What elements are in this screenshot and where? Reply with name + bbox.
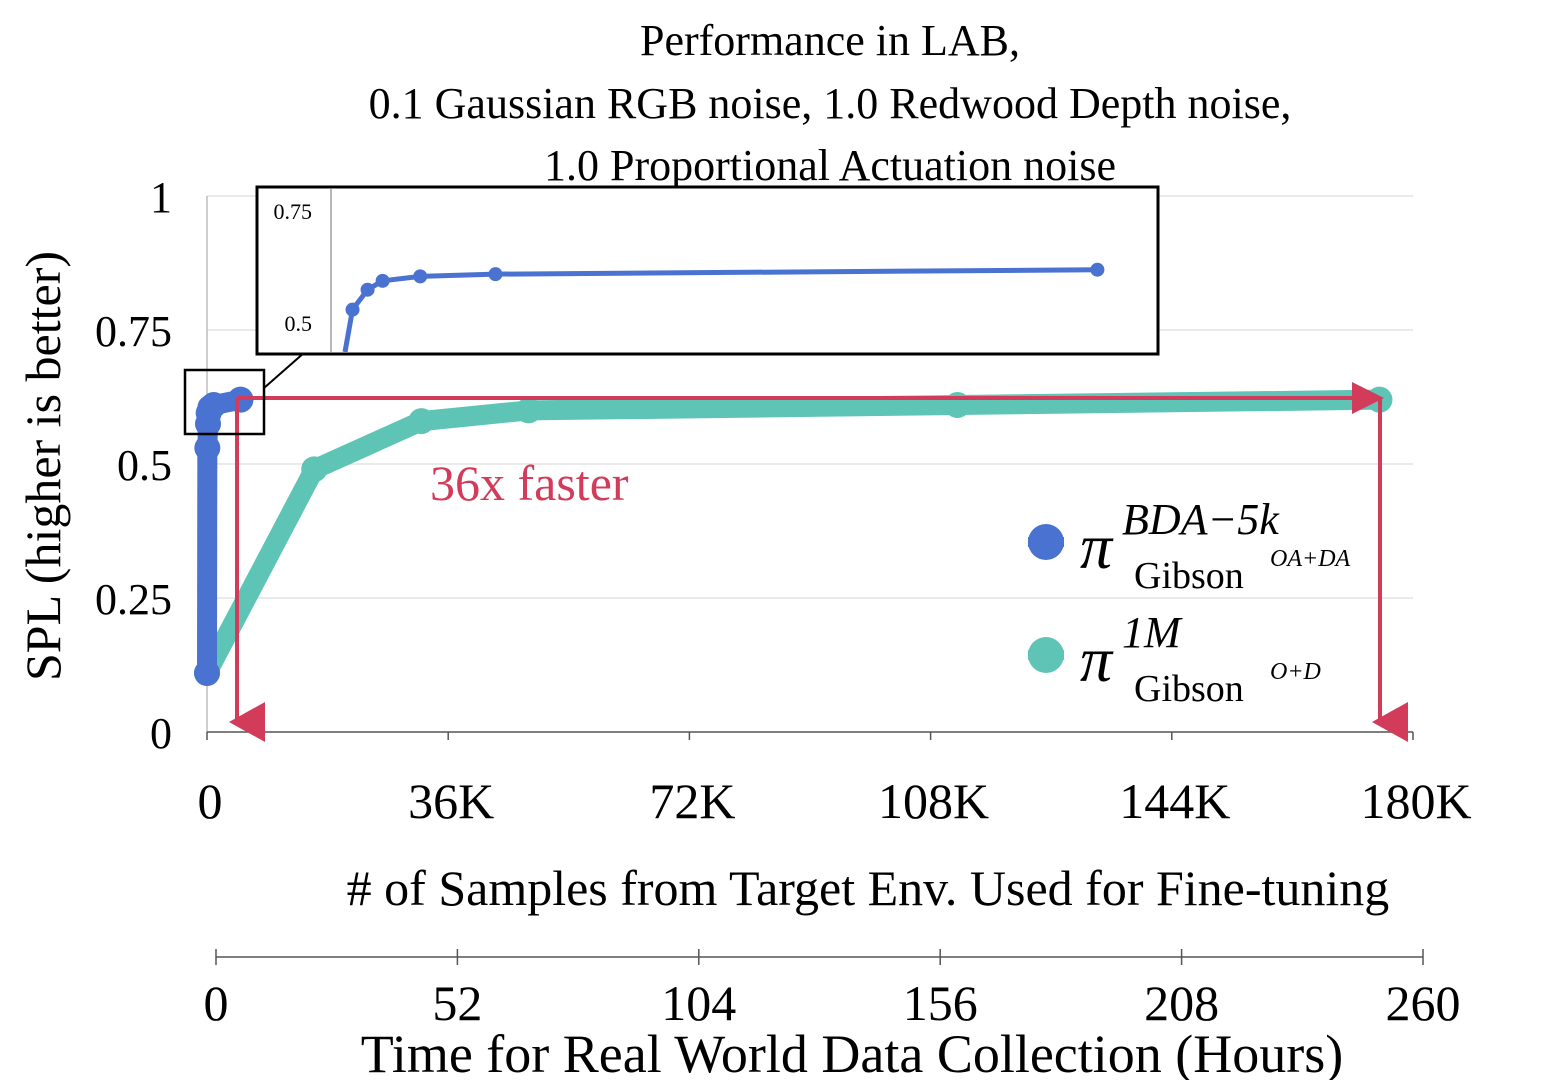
x-ticks: 0 36K 72K 108K 144K 180K — [198, 732, 1472, 829]
inset-series-group — [342, 262, 1105, 352]
x2tick-label-1: 52 — [432, 975, 482, 1031]
chart-title-line-3: 1.0 Proportional Actuation noise — [544, 141, 1116, 190]
zoom-rectangle — [183, 368, 266, 436]
xtick-label-3: 108K — [878, 773, 989, 829]
legend-subsup-0: OA+DA — [1270, 546, 1351, 572]
legend-marker-1 — [1028, 637, 1064, 673]
inset-point-1 — [345, 302, 360, 317]
inset-zoom: 0.75 0.5 — [255, 185, 1160, 356]
legend-symbol-0: π — [1080, 511, 1114, 582]
annotation-arrows — [229, 382, 1408, 742]
inset-point-2 — [360, 282, 375, 297]
series-1-point-2 — [408, 408, 435, 435]
ytick-label-4: 1 — [150, 173, 172, 222]
inset-point-3 — [375, 273, 390, 288]
xtick-label-2: 72K — [649, 773, 735, 829]
x2tick-label-2: 104 — [661, 975, 736, 1031]
inset-point-6 — [1090, 262, 1105, 277]
inset-ytick-0.75: 0.75 — [274, 199, 313, 224]
inset-point-5 — [488, 267, 503, 282]
ytick-label-1: 0.25 — [95, 575, 172, 624]
series-0-point-5 — [200, 392, 227, 419]
inset-point-4 — [413, 269, 428, 284]
x2tick-label-4: 208 — [1144, 975, 1219, 1031]
y-axis-label: SPL (higher is better) — [15, 251, 71, 681]
ytick-label-2: 0.5 — [117, 441, 172, 490]
zoom-connector — [263, 351, 306, 389]
series-0-point-1 — [194, 434, 221, 461]
series-0-point-0 — [194, 660, 220, 687]
legend-symbol-1: π — [1080, 624, 1114, 695]
annotation-text: 36x faster — [430, 455, 629, 511]
chart-title: Performance in LAB, 0.1 Gaussian RGB noi… — [369, 16, 1292, 190]
series-layer — [194, 386, 1393, 687]
legend-superscript-1: 1M — [1122, 608, 1183, 657]
x2-axis-label: Time for Real World Data Collection (Hou… — [361, 1024, 1344, 1080]
series-line-1 — [197, 389, 1390, 684]
xtick-label-1: 36K — [408, 773, 494, 829]
x-axis-label: # of Samples from Target Env. Used for F… — [347, 860, 1390, 916]
legend-superscript-0: BDA−5k — [1122, 495, 1280, 544]
legend-marker-0 — [1028, 524, 1064, 560]
series-1-point-4 — [944, 392, 971, 419]
chart-title-line-2: 0.1 Gaussian RGB noise, 1.0 Redwood Dept… — [369, 79, 1292, 128]
ytick-label-3: 0.75 — [95, 307, 172, 356]
x2tick-label-0: 0 — [204, 975, 229, 1031]
chart-title-line-1: Performance in LAB, — [640, 16, 1020, 65]
xtick-label-4: 144K — [1119, 773, 1230, 829]
inset-ytick-0.5: 0.5 — [285, 311, 313, 336]
ytick-label-0: 0 — [150, 709, 172, 758]
xtick-label-0: 0 — [198, 773, 223, 829]
legend-subscript-0: Gibson — [1134, 555, 1244, 597]
series-1-point-1 — [301, 456, 328, 483]
series-1-point-3 — [515, 397, 542, 424]
y-ticks: 0 0.25 0.5 0.75 1 — [95, 173, 172, 758]
x2-ticks: 0 52 104 156 208 260 — [204, 949, 1461, 1031]
inset-series — [342, 262, 1105, 352]
xtick-label-5: 180K — [1360, 773, 1471, 829]
legend-subsup-1: O+D — [1270, 659, 1321, 685]
legend-subscript-1: Gibson — [1134, 668, 1244, 710]
x2tick-label-3: 156 — [903, 975, 978, 1031]
x2tick-label-5: 260 — [1386, 975, 1461, 1031]
